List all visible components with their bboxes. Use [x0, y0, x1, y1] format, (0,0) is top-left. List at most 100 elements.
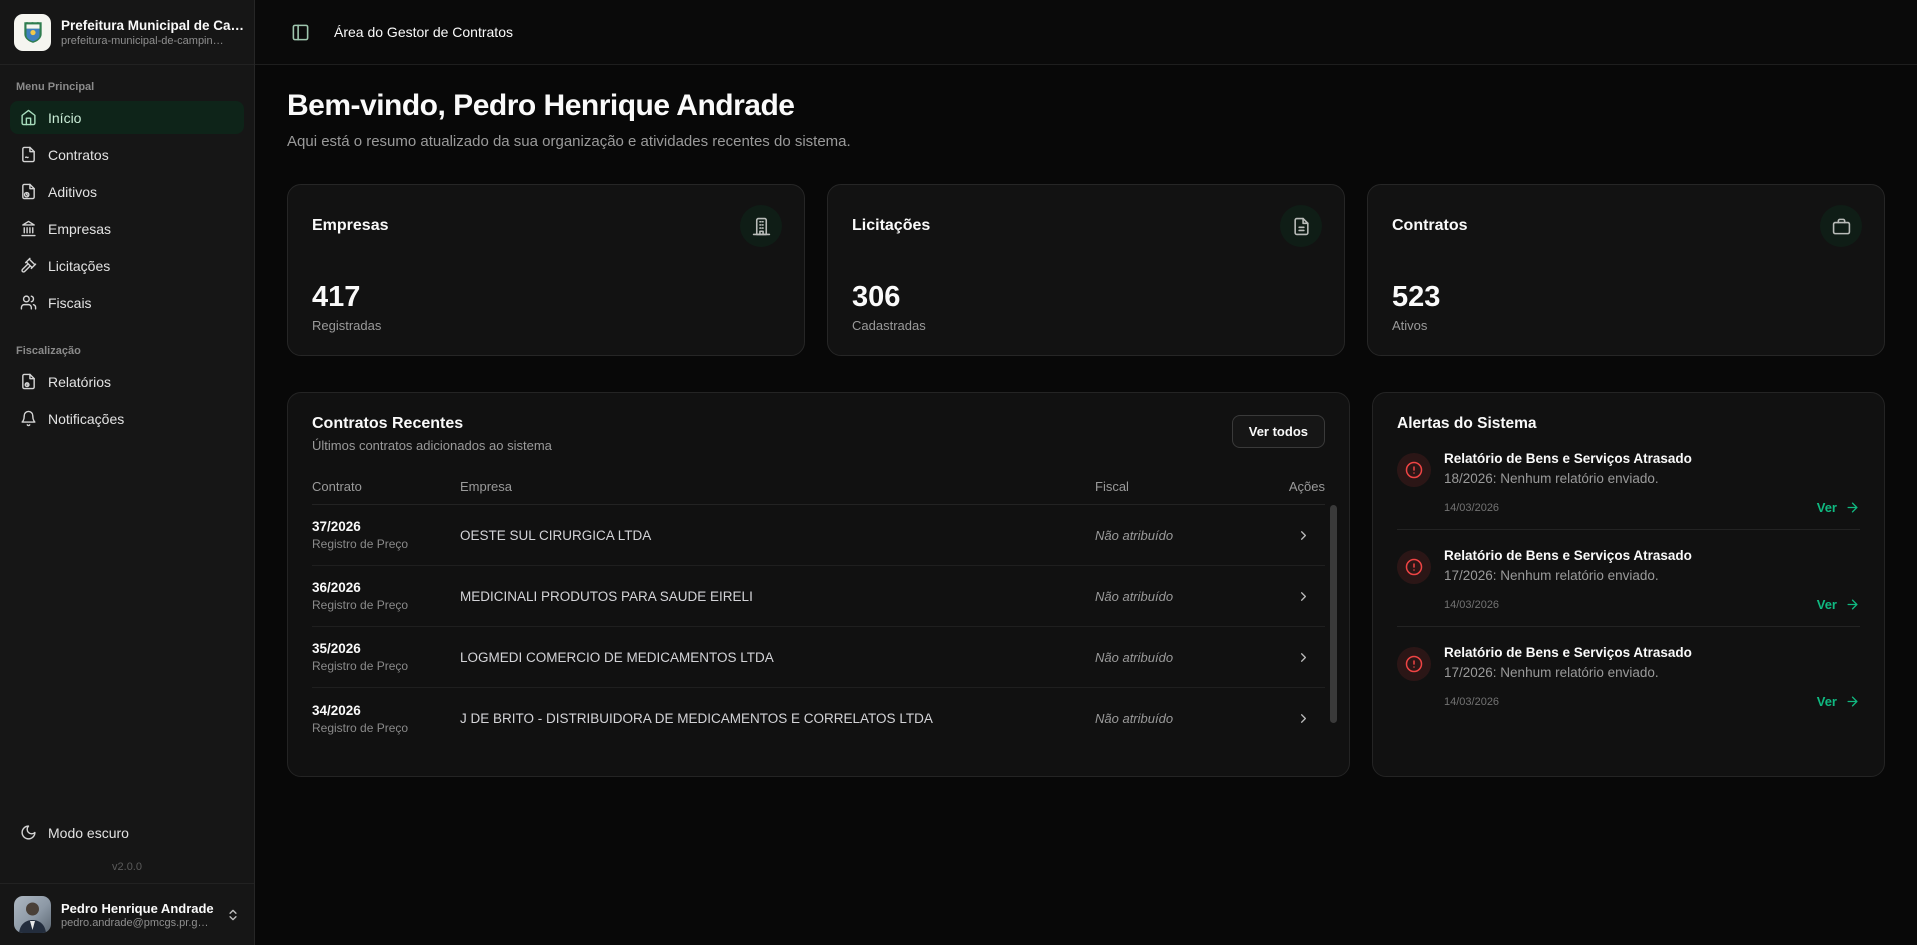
table-header: Contrato Empresa Fiscal Ações [312, 479, 1325, 505]
chevron-right-icon[interactable] [1265, 711, 1325, 726]
page-title: Bem-vindo, Pedro Henrique Andrade [287, 89, 795, 122]
table-scroll-area[interactable]: 37/2026 Registro de Preço OESTE SUL CIRU… [312, 505, 1325, 767]
contract-cell: 36/2026 Registro de Preço [312, 580, 460, 612]
recent-contracts-title: Contratos Recentes [312, 415, 464, 432]
sidebar-item-label: Fiscais [48, 294, 92, 311]
users-icon [20, 294, 37, 311]
alert-date: 14/03/2026 [1444, 598, 1500, 611]
user-name: Pedro Henrique Andrade [61, 900, 214, 916]
chevron-right-icon[interactable] [1265, 528, 1325, 543]
briefcase-icon [1820, 205, 1862, 247]
recent-contracts-panel: Contratos Recentes Últimos contratos adi… [287, 392, 1350, 777]
system-alerts-panel: Alertas do Sistema Relatório de Bens e S… [1372, 392, 1885, 777]
contract-cell: 34/2026 Registro de Preço [312, 703, 460, 735]
company-name: J DE BRITO - DISTRIBUIDORA DE MEDICAMENT… [460, 711, 933, 726]
alert-circle-icon [1397, 647, 1431, 681]
user-menu[interactable]: Pedro Henrique Andrade pedro.andrade@pmc… [0, 883, 254, 945]
view-all-button[interactable]: Ver todos [1231, 415, 1325, 448]
contract-cell: 37/2026 Registro de Preço [312, 519, 460, 551]
contract-type: Registro de Preço [312, 598, 409, 612]
stat-label: Cadastradas [852, 318, 926, 333]
recent-contracts-header: Contratos Recentes Últimos contratos adi… [312, 415, 1325, 453]
stat-card-licitacoes: Licitações 306 Cadastradas [827, 184, 1345, 356]
table-body: 37/2026 Registro de Preço OESTE SUL CIRU… [312, 505, 1337, 767]
arrow-right-icon [1847, 599, 1858, 610]
sidebar-item-inicio[interactable]: Início [10, 101, 244, 134]
recent-contracts-subtitle: Últimos contratos adicionados ao sistema [312, 438, 552, 453]
page-subtitle: Aqui está o resumo atualizado da sua org… [287, 133, 851, 150]
alert-body: Relatório de Bens e Serviços Atrasado 17… [1444, 548, 1860, 612]
sidebar-footer: Modo escuro v2.0.0 Pedro Henrique Andrad… [0, 806, 254, 945]
chevron-right-icon[interactable] [1265, 589, 1325, 604]
column-header-contrato: Contrato [312, 479, 362, 494]
alert-body: Relatório de Bens e Serviços Atrasado 18… [1444, 451, 1860, 515]
stat-value: 306 [852, 281, 901, 313]
alert-view-button[interactable]: Ver [1817, 597, 1860, 612]
sidebar-item-label: Início [48, 109, 82, 126]
sidebar-item-label: Licitações [48, 257, 111, 274]
org-slug: prefeitura-municipal-de-campin… [61, 34, 224, 47]
contract-type: Registro de Preço [312, 720, 409, 735]
stats-grid: Empresas 417 Registradas Licitações 306 … [287, 184, 1885, 356]
gavel-icon [20, 257, 37, 274]
sidebar-item-relatorios[interactable]: Relatórios [10, 365, 244, 398]
file-report-icon [20, 373, 37, 390]
alert-item: Relatório de Bens e Serviços Atrasado 17… [1397, 530, 1860, 627]
alert-view-button[interactable]: Ver [1817, 500, 1860, 515]
table-row[interactable]: 36/2026 Registro de Preço MEDICINALI PRO… [312, 566, 1325, 627]
org-name: Prefeitura Municipal de Ca… [61, 17, 245, 33]
sidebar-item-aditivos[interactable]: Aditivos [10, 175, 244, 208]
sidebar-item-contratos[interactable]: Contratos [10, 138, 244, 171]
landmark-icon [20, 220, 37, 237]
sidebar-item-notificacoes[interactable]: Notificações [10, 402, 244, 435]
nav-section-label-main: Menu Principal [16, 81, 95, 93]
alerts-title: Alertas do Sistema [1397, 415, 1537, 432]
column-header-fiscal: Fiscal [1095, 479, 1129, 494]
nav-section-label-fiscalizacao: Fiscalização [16, 345, 81, 357]
stat-value: 417 [312, 281, 361, 313]
stat-title: Licitações [852, 217, 931, 234]
table-row[interactable]: 35/2026 Registro de Preço LOGMEDI COMERC… [312, 627, 1325, 688]
alert-circle-icon [1397, 453, 1431, 487]
contract-number: 37/2026 [312, 519, 361, 534]
sidebar-item-label: Contratos [48, 146, 109, 163]
sidebar-item-fiscais[interactable]: Fiscais [10, 286, 244, 319]
fiscal-status: Não atribuído [1095, 588, 1174, 604]
stat-label: Ativos [1392, 318, 1428, 333]
alert-item: Relatório de Bens e Serviços Atrasado 18… [1397, 433, 1860, 530]
table-row[interactable]: 37/2026 Registro de Preço OESTE SUL CIRU… [312, 505, 1325, 566]
building-icon [740, 205, 782, 247]
contract-number: 35/2026 [312, 641, 361, 656]
alert-item: Relatório de Bens e Serviços Atrasado 17… [1397, 627, 1860, 723]
page-content: Bem-vindo, Pedro Henrique Andrade Aqui e… [255, 65, 1917, 801]
contract-type: Registro de Preço [312, 537, 409, 551]
scrollbar-thumb[interactable] [1330, 505, 1337, 723]
company-name: MEDICINALI PRODUTOS PARA SAUDE EIRELI [460, 588, 753, 604]
stat-label: Registradas [312, 318, 382, 333]
alert-view-label: Ver [1816, 500, 1837, 515]
org-text: Prefeitura Municipal de Ca… prefeitura-m… [61, 17, 245, 47]
company-name: OESTE SUL CIRURGICA LTDA [460, 527, 652, 543]
sidebar-item-empresas[interactable]: Empresas [10, 212, 244, 245]
alert-view-label: Ver [1816, 597, 1837, 612]
topbar-title: Área do Gestor de Contratos [334, 24, 513, 40]
alert-description: 17/2026: Nenhum relatório enviado. [1444, 568, 1659, 583]
contract-type: Registro de Preço [312, 659, 409, 673]
stat-card-empresas: Empresas 417 Registradas [287, 184, 805, 356]
arrow-right-icon [1847, 696, 1858, 707]
dark-mode-toggle[interactable]: Modo escuro [10, 816, 244, 849]
org-header[interactable]: Prefeitura Municipal de Ca… prefeitura-m… [0, 0, 254, 65]
chevron-right-icon[interactable] [1265, 650, 1325, 665]
table-row[interactable]: 34/2026 Registro de Preço J DE BRITO - D… [312, 688, 1325, 749]
contract-number: 36/2026 [312, 580, 361, 595]
alert-body: Relatório de Bens e Serviços Atrasado 17… [1444, 645, 1860, 709]
sidebar-toggle-button[interactable] [291, 23, 310, 42]
sidebar: Prefeitura Municipal de Ca… prefeitura-m… [0, 0, 255, 945]
alert-view-button[interactable]: Ver [1817, 694, 1860, 709]
stat-card-contratos: Contratos 523 Ativos [1367, 184, 1885, 356]
file-signature-icon [20, 146, 37, 163]
alert-view-label: Ver [1816, 694, 1837, 709]
column-header-empresa: Empresa [460, 479, 513, 494]
sidebar-item-licitacoes[interactable]: Licitações [10, 249, 244, 282]
